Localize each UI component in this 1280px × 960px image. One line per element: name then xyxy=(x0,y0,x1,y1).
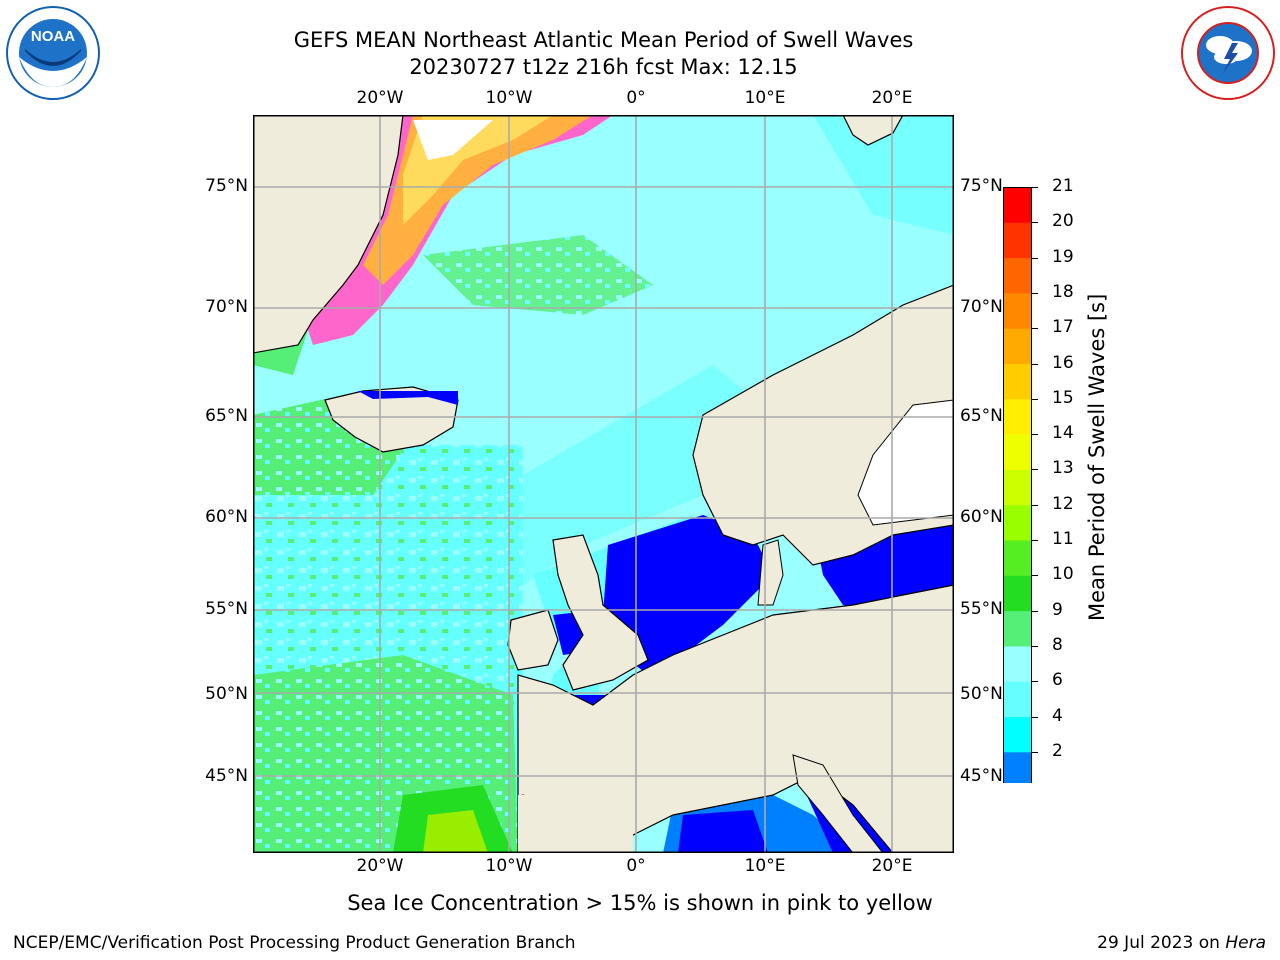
colorbar xyxy=(1003,187,1032,783)
lon-label-top-0: 0° xyxy=(626,88,646,108)
lat-label-left-65n: 65°N xyxy=(205,406,248,426)
colorbar-tick-label: 19 xyxy=(1052,246,1074,267)
iceland-land xyxy=(324,386,459,453)
colorbar-segment xyxy=(1003,258,1032,294)
colorbar-tick-mark xyxy=(1032,751,1038,753)
lon-label-top-10e: 10°E xyxy=(744,88,786,108)
lon-label-bottom-20e: 20°E xyxy=(871,856,913,876)
noaa-logo-text: NOAA xyxy=(31,28,75,45)
lon-label-top-20w: 20°W xyxy=(356,88,404,108)
lat-label-right-75n: 75°N xyxy=(960,176,1003,196)
colorbar-tick-mark xyxy=(1032,187,1038,188)
colorbar-tick-label: 20 xyxy=(1052,211,1074,232)
colorbar-tick-label: 21 xyxy=(1052,176,1074,196)
lon-label-top-10w: 10°W xyxy=(485,88,533,108)
great-britain-land xyxy=(552,534,649,691)
colorbar-tick-mark xyxy=(1032,469,1038,471)
sea-ice-caption: Sea Ice Concentration > 15% is shown in … xyxy=(347,891,933,915)
lon-label-bottom-0: 0° xyxy=(626,856,646,876)
lat-label-right-60n: 60°N xyxy=(960,507,1003,527)
colorbar-tick-label: 17 xyxy=(1052,317,1074,338)
colorbar-segment xyxy=(1003,505,1032,541)
colorbar-tick-mark xyxy=(1032,504,1038,506)
colorbar-segment xyxy=(1003,611,1032,647)
colorbar-tick-label: 18 xyxy=(1052,281,1074,302)
colorbar-tick-mark xyxy=(1032,398,1038,400)
swell-period-map xyxy=(253,115,954,853)
colorbar-segment xyxy=(1003,364,1032,400)
colorbar-segment xyxy=(1003,293,1032,330)
map-title: GEFS MEAN Northeast Atlantic Mean Period… xyxy=(293,28,914,52)
italy-land xyxy=(792,754,884,853)
colorbar-segment xyxy=(1003,681,1032,718)
footer-system: Hera xyxy=(1225,933,1266,953)
lat-label-left-50n: 50°N xyxy=(205,684,248,704)
colorbar-tick-mark xyxy=(1032,434,1038,436)
colorbar-tick-mark xyxy=(1032,292,1038,294)
colorbar-tick-label: 2 xyxy=(1052,740,1063,761)
nws-logo xyxy=(1181,6,1275,100)
colorbar-segment xyxy=(1003,717,1032,753)
colorbar-tick-label: 11 xyxy=(1052,529,1074,549)
map-border xyxy=(253,115,954,853)
colorbar-segment xyxy=(1003,328,1032,365)
lat-label-left-45n: 45°N xyxy=(205,766,248,786)
footer-date: 29 Jul 2023 on Hera xyxy=(1097,933,1266,953)
colorbar-tick-mark xyxy=(1032,610,1038,612)
colorbar-tick-label: 8 xyxy=(1052,634,1063,655)
lat-label-left-70n: 70°N xyxy=(205,297,248,317)
north-sea-low-swell xyxy=(603,515,773,675)
lon-label-top-20e: 20°E xyxy=(871,88,913,108)
colorbar-tick-label: 4 xyxy=(1052,705,1063,726)
colorbar-segment xyxy=(1003,575,1032,612)
colorbar-segment xyxy=(1003,399,1032,436)
noaa-logo: NOAA xyxy=(6,6,100,100)
lat-label-right-50n: 50°N xyxy=(960,684,1003,704)
colorbar-segment xyxy=(1003,222,1032,259)
colorbar-segment xyxy=(1003,540,1032,577)
lon-label-bottom-10w: 10°W xyxy=(485,856,533,876)
lon-label-bottom-20w: 20°W xyxy=(356,856,404,876)
colorbar-tick-mark xyxy=(1032,716,1038,718)
colorbar-outline xyxy=(1003,187,1032,783)
colorbar-tick-mark xyxy=(1032,645,1038,647)
svalbard-land xyxy=(842,115,904,146)
colorbar-tick-label: 6 xyxy=(1052,670,1063,691)
colorbar-segment xyxy=(1003,752,1032,783)
colorbar-tick-mark xyxy=(1032,328,1038,330)
colorbar-tick-mark xyxy=(1032,575,1038,577)
lat-label-left-75n: 75°N xyxy=(205,176,248,196)
colorbar-segment xyxy=(1003,434,1032,471)
colorbar-label: Mean Period of Swell Waves [s] xyxy=(1085,293,1109,621)
footer-branch: NCEP/EMC/Verification Post Processing Pr… xyxy=(13,933,576,953)
colorbar-tick-label: 14 xyxy=(1052,423,1074,444)
colorbar-tick-mark xyxy=(1032,540,1038,541)
colorbar-tick-label: 15 xyxy=(1052,387,1074,408)
lat-label-left-55n: 55°N xyxy=(205,599,248,619)
map-subtitle: 20230727 t12z 216h fcst Max: 12.15 xyxy=(409,55,798,79)
graticule xyxy=(253,115,954,853)
colorbar-tick-label: 10 xyxy=(1052,564,1074,585)
colorbar-tick-label: 9 xyxy=(1052,599,1063,620)
footer-date-text: 29 Jul 2023 on xyxy=(1097,933,1226,953)
colorbar-tick-label: 12 xyxy=(1052,493,1074,514)
colorbar-tick-label: 13 xyxy=(1052,458,1074,479)
colorbar-segment xyxy=(1003,187,1032,224)
lat-label-left-60n: 60°N xyxy=(205,507,248,527)
colorbar-tick-label: 16 xyxy=(1052,352,1074,373)
colorbar-tick-mark xyxy=(1032,222,1038,224)
colorbar-tick-mark xyxy=(1032,681,1038,683)
lat-label-right-45n: 45°N xyxy=(960,766,1003,786)
gulf-of-bothnia xyxy=(857,399,954,526)
colorbar-tick-mark xyxy=(1032,257,1038,259)
greenland-land xyxy=(253,115,404,354)
colorbar-segment xyxy=(1003,469,1032,506)
colorbar-segment xyxy=(1003,646,1032,683)
lat-label-right-65n: 65°N xyxy=(960,406,1003,426)
lat-label-right-70n: 70°N xyxy=(960,297,1003,317)
lat-label-right-55n: 55°N xyxy=(960,599,1003,619)
swell-field xyxy=(253,115,954,853)
colorbar-tick-mark xyxy=(1032,363,1038,365)
lon-label-bottom-10e: 10°E xyxy=(744,856,786,876)
